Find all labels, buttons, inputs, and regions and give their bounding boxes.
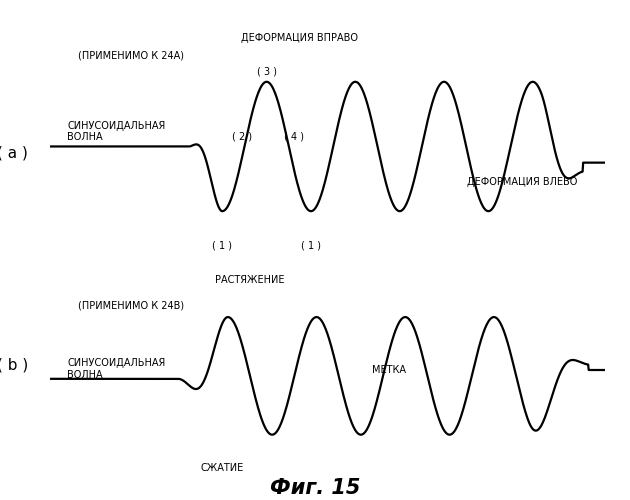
Text: СИНУСОИДАЛЬНАЯ
ВОЛНА: СИНУСОИДАЛЬНАЯ ВОЛНА bbox=[67, 358, 165, 380]
Text: ( 1 ): ( 1 ) bbox=[212, 240, 232, 250]
Text: МЕТКА: МЕТКА bbox=[372, 365, 406, 375]
Text: Фиг. 15: Фиг. 15 bbox=[270, 478, 360, 498]
Text: СЖАТИЕ: СЖАТИЕ bbox=[200, 463, 244, 473]
Text: ДЕФОРМАЦИЯ ВЛЕВО: ДЕФОРМАЦИЯ ВЛЕВО bbox=[467, 177, 577, 187]
Text: ( 3 ): ( 3 ) bbox=[256, 66, 277, 76]
Text: ( 1 ): ( 1 ) bbox=[301, 240, 321, 250]
Text: СИНУСОИДАЛЬНАЯ
ВОЛНА: СИНУСОИДАЛЬНАЯ ВОЛНА bbox=[67, 120, 165, 142]
Text: ( b ): ( b ) bbox=[0, 358, 28, 372]
Text: ( 2 ): ( 2 ) bbox=[232, 132, 252, 141]
Text: РАСТЯЖЕНИЕ: РАСТЯЖЕНИЕ bbox=[215, 274, 285, 284]
Text: (ПРИМЕНИМО К 24В): (ПРИМЕНИМО К 24В) bbox=[78, 300, 184, 310]
Text: (ПРИМЕНИМО К 24А): (ПРИМЕНИМО К 24А) bbox=[78, 51, 184, 61]
Text: ДЕФОРМАЦИЯ ВПРАВО: ДЕФОРМАЦИЯ ВПРАВО bbox=[241, 33, 358, 43]
Text: ( 4 ): ( 4 ) bbox=[284, 132, 304, 141]
Text: ( a ): ( a ) bbox=[0, 145, 28, 160]
